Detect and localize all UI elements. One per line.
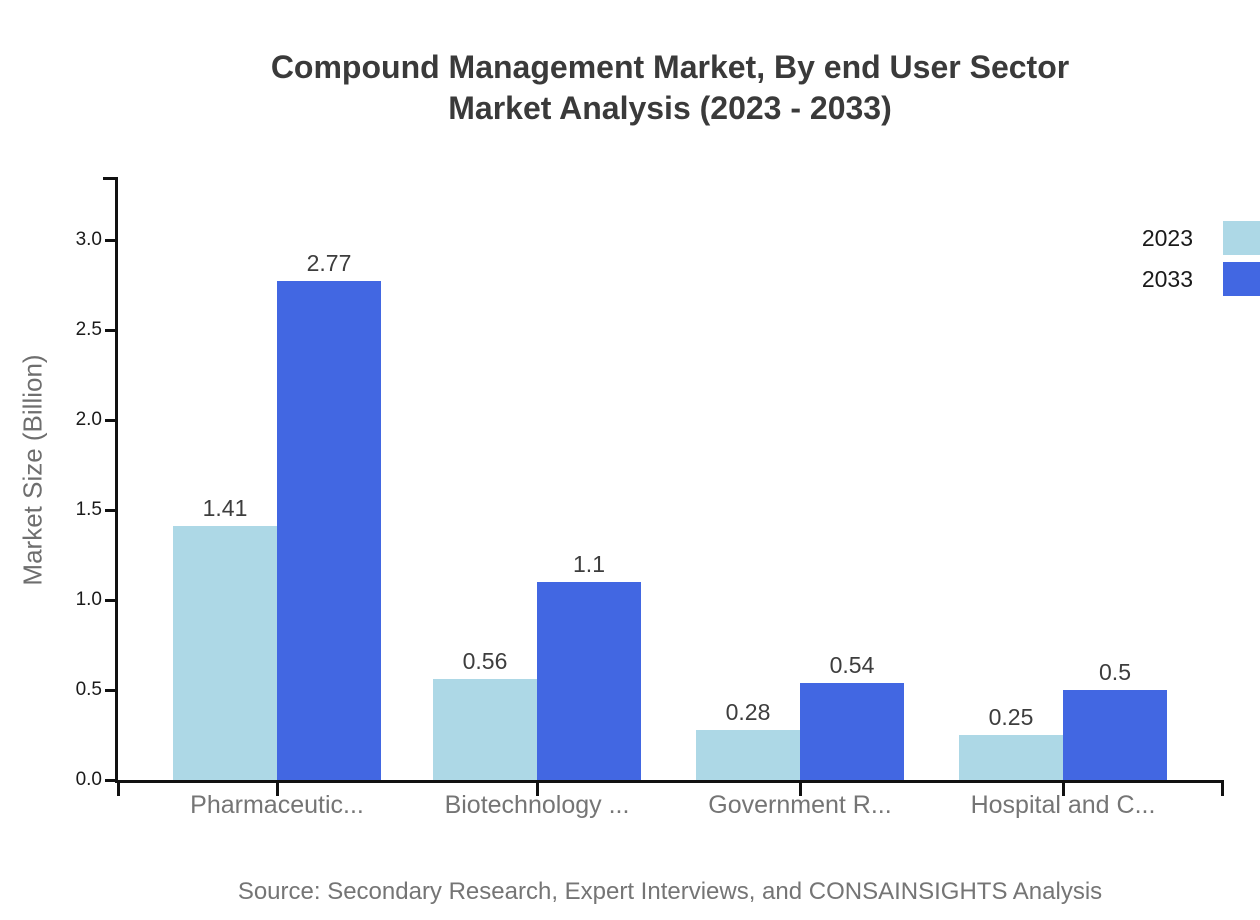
y-tick-label-2.5: 2.5: [75, 319, 102, 340]
x-tick-5: [1220, 780, 1224, 796]
bar-value-2033-cat0: 2.77: [306, 250, 352, 277]
y-tick-2.0: [105, 418, 118, 422]
x-category-label-1: Biotechnology ...: [444, 791, 630, 819]
y-tick-label-3.0: 3.0: [75, 229, 102, 250]
bar-value-2033-cat3: 0.5: [1099, 659, 1131, 685]
legend-item-2033: 2033: [1142, 262, 1260, 296]
x-category-label-3: Hospital and C...: [970, 791, 1156, 819]
bar-value-2033-cat2: 0.54: [829, 651, 875, 678]
x-tick-1: [275, 780, 279, 796]
bar-2023-cat0: [173, 526, 277, 780]
y-tick-1.5: [105, 508, 118, 512]
y-tick-0.0: [105, 778, 118, 782]
bar-value-2033-cat1: 1.1: [573, 551, 605, 577]
x-category-label-0: Pharmaceutic...: [190, 791, 364, 819]
y-axis-end-cap: [103, 177, 116, 180]
legend-swatch-2033: [1223, 262, 1260, 296]
legend-label-2023: 2023: [1141, 224, 1193, 251]
x-tick-0: [116, 780, 120, 796]
x-tick-4: [1061, 780, 1065, 796]
y-tick-0.5: [105, 688, 118, 692]
x-tick-2: [535, 780, 539, 796]
bar-value-2023-cat2: 0.28: [725, 698, 771, 725]
bar-2033-cat1: [537, 582, 641, 780]
bar-2033-cat3: [1063, 690, 1167, 780]
legend: 2023 2033: [1142, 221, 1260, 303]
chart-title-line1: Compound Management Market, By end User …: [270, 49, 1070, 85]
bar-2033-cat0: [277, 281, 381, 780]
source-note: Source: Secondary Research, Expert Inter…: [237, 878, 1103, 905]
y-tick-2.5: [105, 328, 118, 332]
chart-title: Compound Management Market, By end User …: [118, 47, 1222, 129]
y-tick-label-2.0: 2.0: [75, 409, 102, 430]
y-tick-label-1.5: 1.5: [75, 499, 102, 520]
bar-2023-cat3: [959, 735, 1063, 780]
y-axis-line: [115, 177, 118, 783]
bar-value-2023-cat0: 1.41: [202, 495, 248, 522]
bar-2033-cat2: [800, 682, 904, 780]
bar-value-2023-cat3: 0.25: [988, 704, 1034, 730]
y-tick-3.0: [105, 238, 118, 242]
bar-value-2023-cat1: 0.56: [462, 648, 508, 675]
legend-swatch-2023: [1223, 221, 1260, 255]
x-axis-line: [115, 780, 1224, 783]
legend-item-2023: 2023: [1142, 221, 1260, 255]
chart-title-line2: Market Analysis (2023 - 2033): [448, 90, 892, 126]
y-tick-label-1.0: 1.0: [75, 589, 102, 610]
legend-label-2033: 2033: [1141, 265, 1193, 292]
y-tick-label-0.5: 0.5: [75, 679, 102, 700]
y-tick-label-0.0: 0.0: [75, 769, 102, 790]
y-tick-1.0: [105, 598, 118, 602]
x-category-label-2: Government R...: [708, 791, 892, 819]
bar-2023-cat1: [433, 679, 537, 780]
bar-2023-cat2: [696, 729, 800, 780]
x-tick-3: [798, 780, 802, 796]
